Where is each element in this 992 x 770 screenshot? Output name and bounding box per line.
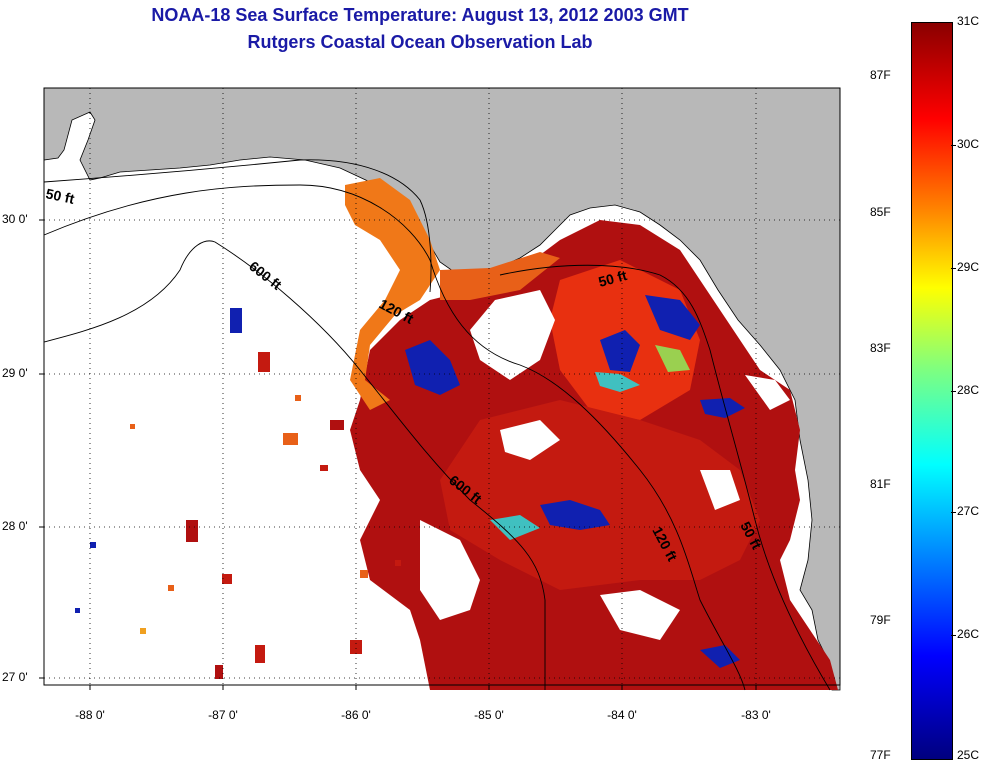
sst-patch-cyan-1 [595, 372, 640, 392]
sst-speck [395, 560, 401, 566]
longitude-label: -86 0' [341, 708, 371, 722]
sst-speck [75, 608, 80, 613]
sst-speck [320, 465, 328, 471]
isobath-50ft-east [499, 264, 831, 691]
sst-patch-cold-upwelling-1 [600, 330, 640, 372]
sst-speck [295, 395, 301, 401]
sst-patch-green-1 [655, 345, 690, 372]
sst-speck [258, 352, 270, 372]
isobath-120ft [43, 184, 746, 691]
latitude-label: 28 0' [2, 519, 28, 533]
sst-patch-white-gap-2 [420, 520, 480, 620]
isobath-label: 50 ft [597, 267, 629, 290]
sst-patch-cold-5 [700, 398, 745, 418]
colorbar-celsius-label: 29C [957, 260, 980, 274]
map-frame [43, 87, 841, 686]
frame-ticks [39, 219, 757, 690]
sst-speck [255, 645, 265, 663]
colorbar-celsius-label: 25C [957, 748, 980, 762]
colorbar-fahrenheit-label: 77F [870, 748, 891, 762]
latitude-label: 30 0' [2, 212, 28, 226]
sst-speck [130, 424, 135, 429]
sst-patch-white-gap-4 [500, 420, 560, 460]
sst-speck [186, 520, 198, 542]
colorbar-fahrenheit-label: 87F [870, 68, 891, 82]
sst-patch-white-gap-3 [600, 590, 680, 640]
sst-speck [215, 665, 223, 679]
colorbar-celsius-label: 30C [957, 137, 980, 151]
longitude-label: -83 0' [741, 708, 771, 722]
sst-patch-cold-4 [540, 500, 610, 530]
sst-patch-cold-upwelling-3 [405, 340, 460, 395]
sst-speck [90, 542, 96, 548]
longitude-label: -87 0' [208, 708, 238, 722]
sst-speck [283, 433, 298, 445]
map-subtitle: Rutgers Coastal Ocean Observation Lab [247, 32, 593, 52]
isobath-50ft-north [43, 159, 432, 293]
sst-patch-orange-coast [345, 178, 440, 410]
colorbar-celsius-label: 27C [957, 504, 980, 518]
sst-patch-white-gap-1 [470, 290, 555, 380]
map-title: NOAA-18 Sea Surface Temperature: August … [151, 5, 689, 25]
isobath-label: 50 ft [44, 185, 76, 207]
longitude-label: -88 0' [75, 708, 105, 722]
sst-patch-cyan-2 [490, 515, 540, 540]
sst-speck [350, 640, 362, 654]
temperature-colorbar [911, 22, 953, 760]
colorbar-celsius-label: 31C [957, 14, 980, 28]
sst-speck [222, 574, 232, 584]
colorbar-fahrenheit-label: 85F [870, 205, 891, 219]
colorbar-fahrenheit-label: 79F [870, 613, 891, 627]
colorbar-celsius-label: 28C [957, 383, 980, 397]
sst-speck [140, 628, 146, 634]
colorbar-celsius-label: 26C [957, 627, 980, 641]
isobath-contours [43, 159, 831, 691]
sst-speck [330, 420, 344, 430]
longitude-label: -84 0' [607, 708, 637, 722]
sst-speck [360, 570, 368, 578]
latitude-label: 27 0' [2, 670, 28, 684]
longitude-label: -85 0' [474, 708, 504, 722]
sst-patch-white-gap-5 [700, 470, 740, 510]
colorbar-fahrenheit-label: 81F [870, 477, 891, 491]
sst-speck [168, 585, 174, 591]
sst-patch-orange-inner [440, 252, 560, 300]
sst-patch-cold-6 [700, 645, 740, 668]
isobath-600ft-west [43, 240, 546, 690]
latitude-label: 29 0' [2, 366, 28, 380]
land-mass [43, 87, 841, 691]
colorbar-fahrenheit-label: 83F [870, 341, 891, 355]
sst-patch-cold-upwelling-2 [645, 295, 700, 340]
sst-speck [230, 308, 242, 333]
